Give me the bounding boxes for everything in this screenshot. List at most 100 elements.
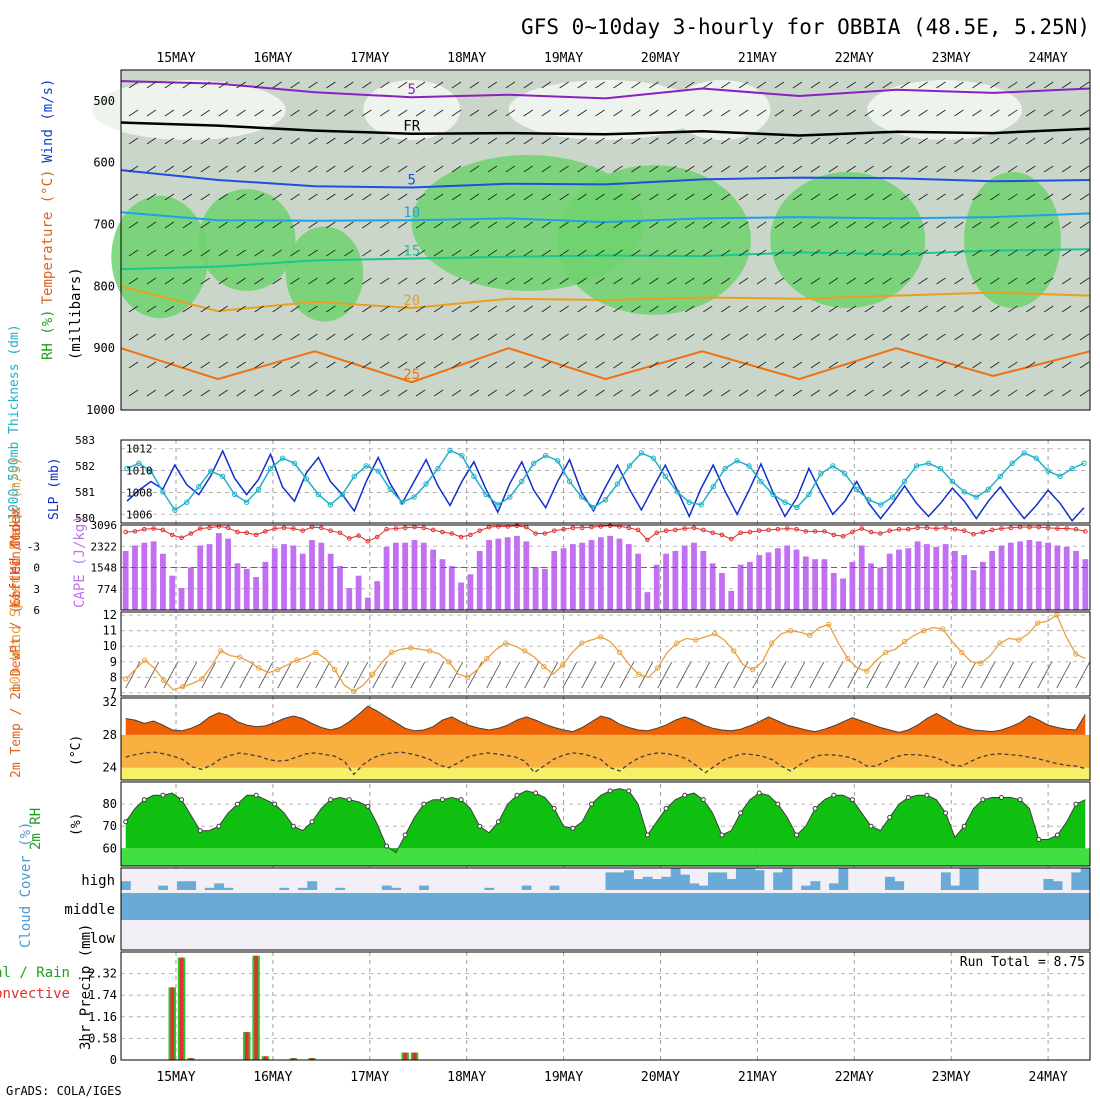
cloud-bar-high — [726, 879, 737, 890]
cape-bar — [253, 577, 259, 610]
thickness-marker — [566, 478, 573, 485]
cape-bar — [1035, 541, 1042, 610]
wind-barb — [326, 81, 336, 89]
wind-barb — [774, 137, 785, 145]
slp-tick: 1008 — [126, 486, 153, 499]
wind-barb — [326, 305, 336, 313]
cape-bar — [644, 592, 651, 610]
thickness-marker — [734, 458, 740, 464]
wind-barb — [720, 109, 731, 117]
upper-air-ylabel: RH (%) — [40, 309, 56, 360]
cape-bar — [122, 550, 129, 610]
wind-barb — [667, 137, 677, 145]
rh-marker — [905, 794, 911, 800]
cape-bar — [309, 539, 315, 610]
cloud-bar-middle — [633, 893, 644, 920]
li-marker — [719, 532, 725, 538]
wind-barb — [397, 305, 408, 313]
wind-barb — [577, 305, 587, 313]
cape-bar — [989, 550, 996, 610]
cloud-bar-middle — [176, 893, 187, 920]
wind-barb — [918, 333, 928, 341]
wind-barb — [810, 193, 821, 201]
cloud-bar-high — [298, 887, 308, 890]
wind-barb — [308, 249, 318, 257]
cape-bar — [924, 544, 930, 610]
wind-barb — [577, 109, 587, 117]
cloud-bar-middle — [270, 893, 280, 920]
wind-barb — [972, 165, 982, 173]
wind-marker — [199, 676, 205, 682]
wind-barb — [541, 109, 551, 117]
thickness-marker — [901, 478, 908, 485]
wind-barb — [353, 661, 369, 689]
isotherm-line — [120, 121, 1091, 137]
cloud-bar-high — [680, 874, 690, 890]
wind-barb — [326, 361, 336, 369]
thickness-marker — [519, 478, 525, 485]
wind-barb — [703, 193, 713, 201]
cloud-bar-middle — [1024, 893, 1035, 920]
wind-barb — [487, 305, 498, 313]
wind-barb — [559, 249, 569, 257]
li-marker — [766, 527, 771, 533]
wind-barb — [771, 661, 787, 689]
li-marker — [328, 528, 333, 533]
wind-barb — [792, 389, 803, 397]
wind-barb — [562, 661, 578, 689]
rh-marker — [924, 792, 930, 798]
slp-line — [126, 449, 1085, 523]
thickness-marker — [387, 486, 393, 492]
wind-barb — [218, 193, 228, 201]
wind-barb — [200, 221, 210, 229]
wind-barb — [182, 661, 198, 689]
wind-barb — [505, 249, 516, 257]
isotherm-label: 25 — [403, 367, 420, 383]
wind-barb — [613, 305, 623, 313]
wind-barb — [380, 221, 390, 229]
wind-barb — [756, 137, 767, 145]
wind-barb — [990, 137, 1000, 145]
dewpoint-line — [125, 751, 1086, 776]
wind-barb — [631, 389, 641, 397]
cloud-bar-middle — [661, 893, 672, 920]
rh-marker — [849, 797, 855, 803]
wind-barb — [146, 137, 157, 145]
wind-barb — [146, 277, 157, 285]
thickness-marker — [351, 473, 357, 480]
isotherm-line — [120, 285, 1091, 313]
isotherm-label: FR — [403, 119, 420, 135]
wind-barb — [505, 137, 516, 145]
wind-barb — [308, 137, 318, 145]
wind-barb — [667, 389, 677, 397]
cloud-bar-middle — [1062, 893, 1072, 920]
cape-bar — [392, 542, 399, 610]
wind-barb — [904, 661, 920, 689]
wind-barb — [182, 249, 193, 257]
wind-marker — [788, 627, 794, 634]
wind-barb — [236, 109, 246, 117]
li-marker — [356, 533, 361, 538]
cloud-bar-middle — [549, 893, 560, 920]
wind-barb — [1079, 249, 1090, 257]
wind-barb — [1079, 333, 1090, 341]
wind-barb — [254, 305, 264, 313]
cloud-bar-middle — [512, 893, 523, 920]
precip-convective-bar — [254, 955, 258, 1060]
wind-marker — [313, 649, 319, 656]
wind-barb — [810, 109, 821, 117]
rh-dry-area — [91, 80, 286, 140]
wind-barb — [541, 305, 551, 313]
wind-barb — [685, 81, 695, 89]
li-marker — [840, 534, 846, 539]
wind-barb — [272, 333, 282, 341]
wind-barb — [164, 193, 175, 201]
wind-barb — [631, 165, 641, 173]
wind-barb — [1043, 277, 1054, 285]
wind-marker — [864, 668, 870, 674]
wind-barb — [972, 389, 982, 397]
wind-barb — [200, 333, 210, 341]
li-marker — [263, 529, 268, 534]
wind-barb — [1043, 305, 1054, 313]
cloud-bar-middle — [391, 893, 402, 920]
